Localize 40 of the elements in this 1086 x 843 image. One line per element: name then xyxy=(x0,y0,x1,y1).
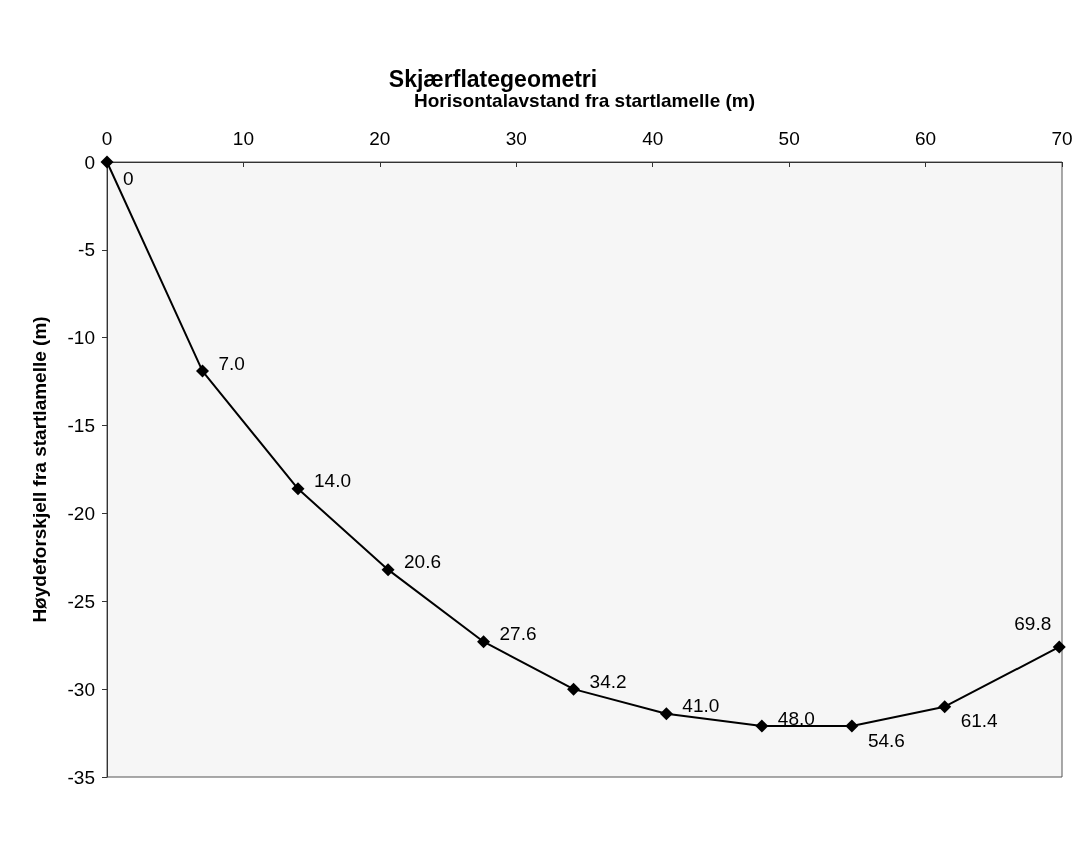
y-tick-label: 0 xyxy=(84,151,95,173)
x-tick-label: 50 xyxy=(778,128,800,149)
point xyxy=(291,482,305,496)
annotation: 41.0 xyxy=(682,695,720,717)
point xyxy=(938,700,952,714)
x-tick-label: 70 xyxy=(1051,128,1073,149)
point xyxy=(1052,640,1066,654)
point xyxy=(567,682,581,696)
annotation: 54.6 xyxy=(867,729,905,751)
x-tick-label: 10 xyxy=(232,128,254,149)
chart-title: Skjærflategeometri xyxy=(388,65,598,92)
x-tick-label: 40 xyxy=(642,128,664,149)
point xyxy=(196,364,209,378)
point xyxy=(477,635,491,649)
x-tick-label: 0 xyxy=(101,128,113,149)
annotation: 69.8 xyxy=(1014,612,1052,634)
y-tick-label: -10 xyxy=(67,327,95,349)
y-tick-label: -15 xyxy=(67,415,95,437)
point xyxy=(381,563,395,577)
x-tick-label: 30 xyxy=(505,128,527,149)
annotation: 20.6 xyxy=(404,551,442,573)
y-axis-title: Høydeforskjell fra startlamelle (m) xyxy=(29,316,50,623)
annotation: 34.2 xyxy=(589,670,627,692)
y-tick-label: -30 xyxy=(67,678,95,700)
y-tick-label: -25 xyxy=(67,590,95,612)
annotation: 7.0 xyxy=(218,352,245,374)
point xyxy=(659,707,673,721)
annotation: 27.6 xyxy=(499,623,537,645)
x-tick-label: 60 xyxy=(915,128,937,149)
annotation: 14.0 xyxy=(314,470,351,492)
point xyxy=(755,719,769,733)
x-tick-label: 20 xyxy=(369,128,391,149)
annotation: 61.4 xyxy=(960,710,999,732)
y-tick-label: -20 xyxy=(67,502,95,524)
y-tick-label: -5 xyxy=(78,239,95,261)
point xyxy=(845,719,859,733)
y-tick-label: -35 xyxy=(67,766,95,788)
annotation: 48.0 xyxy=(777,707,815,729)
annotation: 0 xyxy=(123,167,134,189)
point xyxy=(100,155,114,169)
